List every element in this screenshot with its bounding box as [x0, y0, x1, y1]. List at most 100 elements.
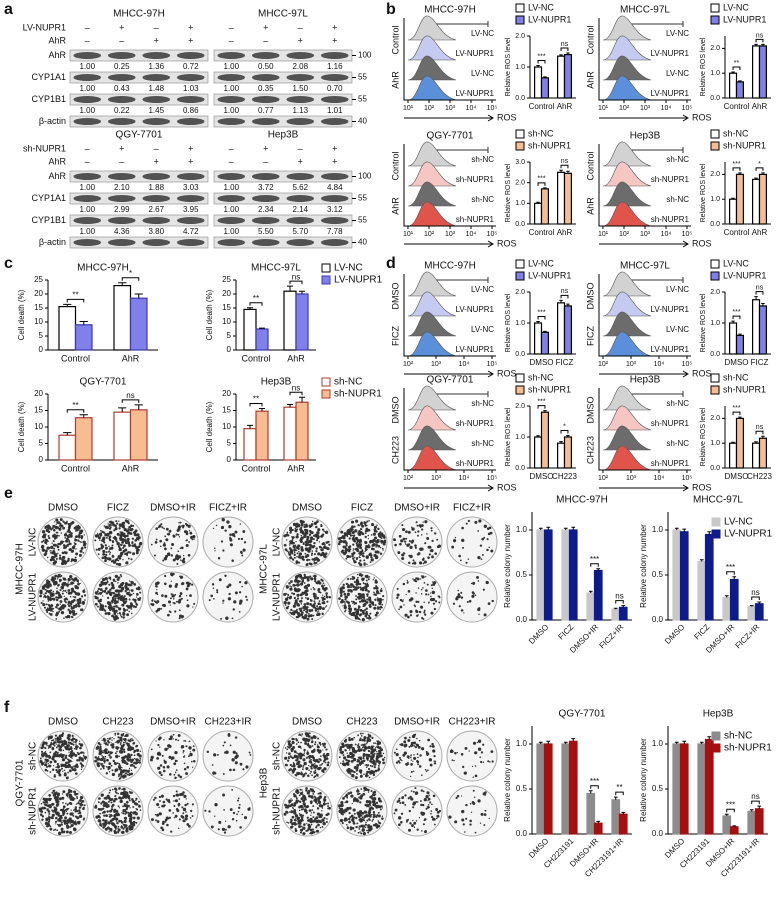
colony [406, 755, 410, 759]
colony [48, 612, 51, 615]
colony [234, 530, 238, 534]
colony [58, 556, 62, 560]
colony [300, 772, 304, 776]
colony [359, 554, 361, 556]
colony [424, 613, 427, 616]
colony [185, 772, 188, 775]
colony [61, 542, 64, 544]
colony [247, 807, 251, 811]
colony [288, 547, 292, 550]
colony [151, 603, 155, 607]
colony [342, 551, 345, 554]
blot-strip [69, 192, 209, 205]
colony [102, 807, 105, 810]
cell-line-title: MHCC-97L [258, 9, 308, 20]
colony [130, 746, 135, 751]
colony [44, 538, 48, 541]
colony [306, 743, 310, 747]
significance-label: ns [292, 383, 300, 392]
colony [356, 573, 359, 576]
colony [416, 524, 419, 527]
colony [59, 746, 63, 749]
colony [59, 518, 63, 522]
colony [287, 605, 290, 608]
colony [179, 614, 183, 618]
colony [66, 520, 68, 523]
colony [170, 580, 172, 582]
colony [229, 543, 233, 547]
colony [104, 557, 107, 560]
colony [422, 562, 425, 565]
colony [166, 765, 170, 769]
colony [52, 810, 55, 813]
colony [372, 603, 375, 606]
colony [431, 744, 435, 748]
bar [129, 409, 148, 461]
colony [300, 534, 303, 537]
colony [460, 591, 463, 594]
colony [81, 546, 84, 549]
y-tick-label: 0.0 [710, 351, 720, 358]
colony [108, 557, 112, 561]
x-tick-label: Control [529, 102, 555, 111]
colony [311, 774, 313, 777]
colony [432, 602, 436, 605]
colony [168, 610, 171, 613]
colony [238, 806, 241, 810]
colony [80, 595, 84, 598]
colony [164, 574, 167, 578]
colony [361, 574, 364, 577]
colony [403, 552, 406, 555]
error-bar [754, 177, 758, 180]
colony [403, 540, 407, 543]
colony [56, 537, 58, 539]
blot-band [217, 217, 246, 224]
colony [191, 815, 194, 817]
blot-band [251, 195, 280, 202]
colony [108, 532, 111, 535]
colony [44, 821, 49, 826]
colony [51, 747, 55, 751]
colony [174, 759, 177, 762]
colony [63, 546, 66, 550]
colony [60, 532, 63, 534]
colony [111, 769, 114, 772]
colony [218, 578, 222, 582]
colony [118, 599, 120, 601]
x-tick-label: AhR [122, 353, 140, 363]
band-quantification: 1.00 [223, 106, 239, 115]
colony [78, 604, 81, 608]
colony [55, 523, 57, 525]
colony [119, 598, 122, 601]
colony [365, 756, 369, 760]
colony [376, 524, 378, 526]
band-quantification: 7.78 [327, 227, 343, 236]
blot-band [320, 118, 349, 125]
colony [374, 598, 377, 601]
colony [75, 803, 77, 805]
condition-sign: – [154, 22, 159, 32]
colony [117, 792, 119, 795]
colony [67, 739, 70, 741]
colony [414, 745, 418, 749]
colony [291, 799, 293, 801]
colony [289, 768, 293, 771]
colony [461, 538, 465, 542]
colony [119, 736, 123, 740]
column-label: DMSO+IR [150, 503, 196, 514]
colony [212, 587, 215, 589]
colony [48, 536, 51, 540]
colony [80, 768, 83, 770]
histogram-label: sh-NC [666, 399, 689, 408]
colony [349, 586, 352, 589]
colony [342, 600, 345, 603]
colony [301, 733, 304, 735]
colony [45, 608, 49, 612]
colony [72, 598, 76, 602]
colony [82, 765, 85, 767]
blot-band [320, 96, 349, 103]
colony [312, 545, 316, 548]
colony [79, 582, 81, 585]
y-axis-label: Cell death (%) [17, 289, 26, 340]
colony [111, 736, 113, 739]
